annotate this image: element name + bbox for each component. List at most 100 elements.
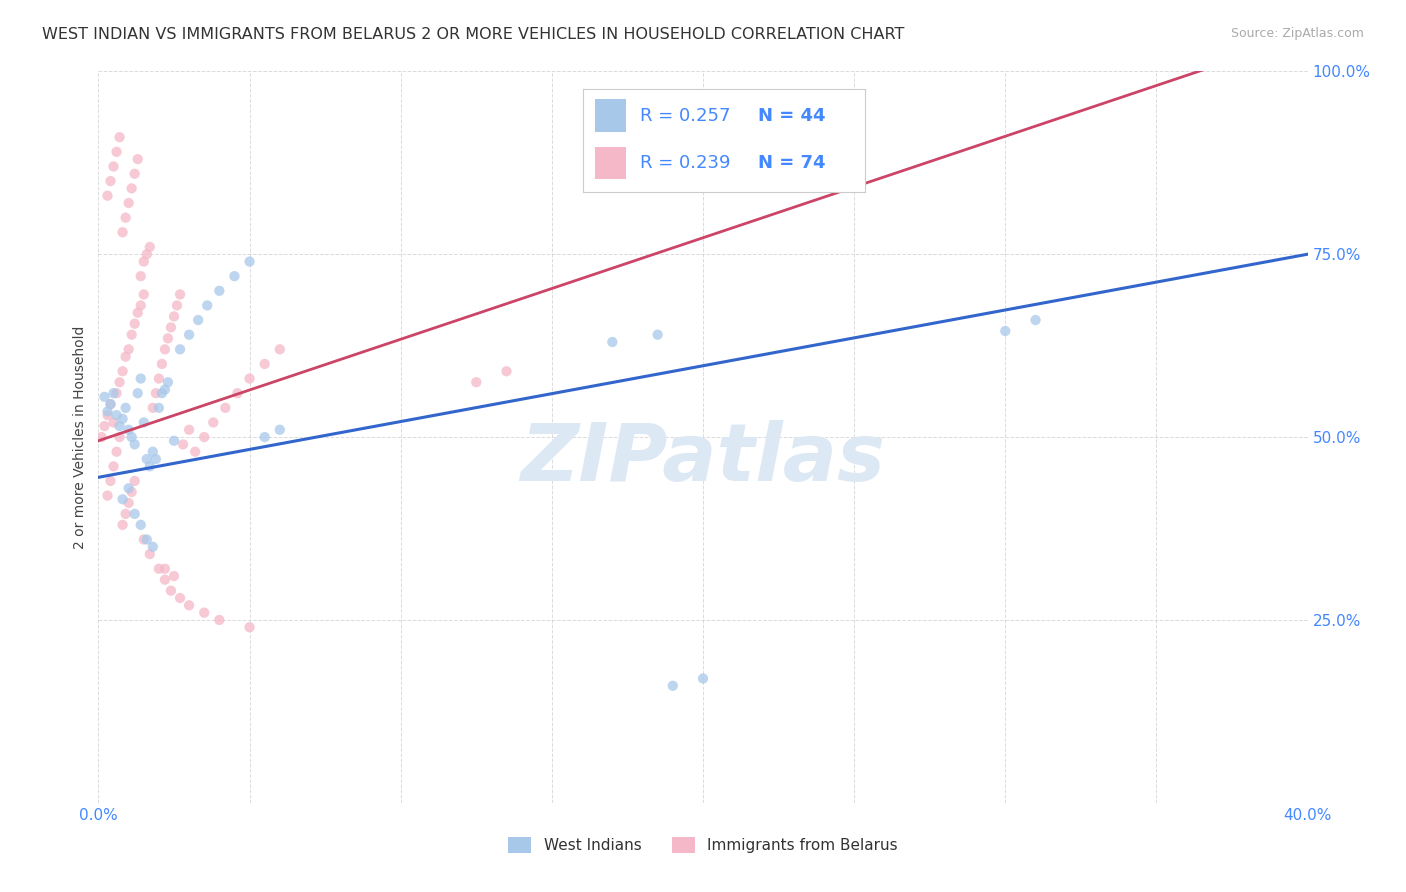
- Point: [166, 298, 188, 312]
- Point: [994, 324, 1017, 338]
- Point: [127, 386, 149, 401]
- Point: [239, 371, 262, 385]
- Point: [169, 591, 191, 605]
- Point: [163, 434, 186, 448]
- Point: [193, 430, 215, 444]
- Point: [124, 474, 146, 488]
- Point: [118, 343, 141, 357]
- Point: [150, 386, 173, 401]
- Point: [148, 562, 170, 576]
- FancyBboxPatch shape: [595, 146, 626, 179]
- Point: [193, 606, 215, 620]
- Text: N = 44: N = 44: [758, 107, 825, 125]
- Text: N = 74: N = 74: [758, 154, 825, 172]
- Point: [139, 240, 162, 254]
- Point: [103, 386, 125, 401]
- Point: [111, 492, 134, 507]
- Point: [100, 397, 122, 411]
- Point: [103, 459, 125, 474]
- Point: [124, 167, 146, 181]
- Point: [105, 408, 128, 422]
- Point: [163, 569, 186, 583]
- Point: [169, 343, 191, 357]
- Point: [142, 540, 165, 554]
- Point: [163, 310, 186, 324]
- Point: [135, 452, 157, 467]
- Point: [111, 412, 134, 426]
- Point: [100, 474, 122, 488]
- Point: [132, 254, 155, 268]
- Point: [127, 306, 149, 320]
- Point: [253, 430, 276, 444]
- Point: [105, 444, 128, 458]
- Point: [160, 320, 183, 334]
- Point: [226, 386, 249, 401]
- Point: [118, 423, 141, 437]
- Point: [90, 430, 112, 444]
- Point: [96, 489, 118, 503]
- Point: [129, 517, 152, 532]
- Text: Source: ZipAtlas.com: Source: ZipAtlas.com: [1230, 27, 1364, 40]
- Point: [179, 327, 201, 342]
- Point: [93, 419, 115, 434]
- Point: [148, 371, 170, 385]
- Point: [239, 620, 262, 634]
- Point: [135, 533, 157, 547]
- Point: [96, 404, 118, 418]
- Point: [142, 444, 165, 458]
- Point: [142, 401, 165, 415]
- Point: [208, 284, 231, 298]
- Point: [132, 287, 155, 301]
- Point: [103, 416, 125, 430]
- Point: [121, 181, 143, 195]
- Point: [1024, 313, 1046, 327]
- Legend: West Indians, Immigrants from Belarus: West Indians, Immigrants from Belarus: [501, 830, 905, 861]
- Point: [156, 331, 179, 345]
- Point: [187, 313, 209, 327]
- Point: [135, 247, 157, 261]
- Point: [150, 357, 173, 371]
- Text: R = 0.257: R = 0.257: [640, 107, 730, 125]
- Point: [127, 152, 149, 166]
- Point: [111, 225, 134, 239]
- Point: [661, 679, 683, 693]
- Point: [145, 452, 167, 467]
- Point: [100, 174, 122, 188]
- Point: [145, 386, 167, 401]
- Point: [132, 533, 155, 547]
- Point: [103, 160, 125, 174]
- Point: [169, 287, 191, 301]
- Point: [96, 408, 118, 422]
- Point: [148, 401, 170, 415]
- Point: [124, 507, 146, 521]
- Point: [114, 211, 136, 225]
- Point: [108, 130, 131, 145]
- Point: [224, 269, 246, 284]
- Point: [114, 401, 136, 415]
- Point: [121, 485, 143, 500]
- Point: [195, 298, 218, 312]
- Point: [153, 343, 176, 357]
- Point: [124, 317, 146, 331]
- Point: [156, 376, 179, 390]
- Point: [129, 371, 152, 385]
- Point: [602, 334, 624, 349]
- FancyBboxPatch shape: [595, 99, 626, 132]
- Point: [118, 481, 141, 495]
- Point: [100, 397, 122, 411]
- Point: [647, 327, 669, 342]
- Point: [202, 416, 225, 430]
- Point: [114, 507, 136, 521]
- Text: WEST INDIAN VS IMMIGRANTS FROM BELARUS 2 OR MORE VEHICLES IN HOUSEHOLD CORRELATI: WEST INDIAN VS IMMIGRANTS FROM BELARUS 2…: [42, 27, 904, 42]
- Point: [105, 386, 128, 401]
- Point: [465, 376, 488, 390]
- Point: [208, 613, 231, 627]
- Point: [96, 188, 118, 202]
- Point: [495, 364, 517, 378]
- Point: [269, 423, 291, 437]
- Point: [118, 496, 141, 510]
- Point: [93, 390, 115, 404]
- Point: [108, 376, 131, 390]
- Y-axis label: 2 or more Vehicles in Household: 2 or more Vehicles in Household: [73, 326, 87, 549]
- Point: [129, 269, 152, 284]
